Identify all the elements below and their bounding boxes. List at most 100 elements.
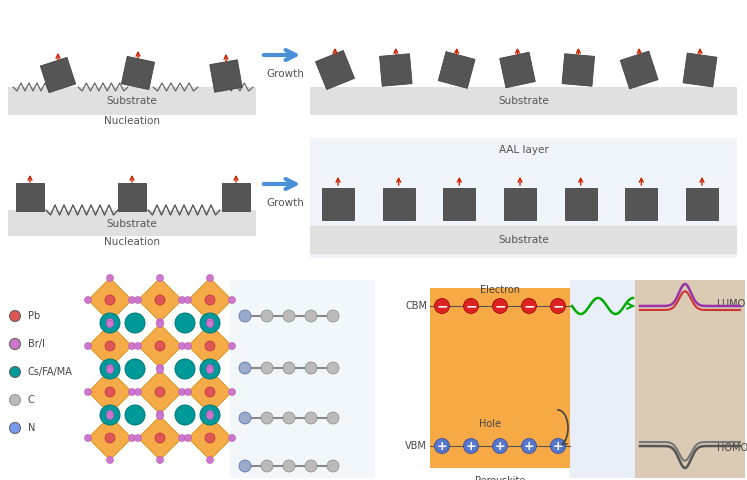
Circle shape [179,297,185,303]
Circle shape [134,343,141,349]
Circle shape [205,341,215,351]
Circle shape [100,313,120,333]
Circle shape [239,460,251,472]
Text: Growth: Growth [266,198,304,208]
Text: Substrate: Substrate [498,96,549,106]
Circle shape [492,439,507,454]
Bar [310,138,737,258]
Bar [8,87,256,115]
Circle shape [206,275,214,281]
Polygon shape [16,183,44,211]
Text: +: + [524,440,534,453]
Text: Nucleation: Nucleation [104,116,160,126]
Text: CBM: CBM [405,301,427,311]
Circle shape [157,456,164,464]
Text: VBM: VBM [405,441,427,451]
Circle shape [157,364,164,372]
Circle shape [206,364,214,372]
Circle shape [239,310,251,322]
Bar [635,280,745,478]
Circle shape [155,295,165,305]
Circle shape [84,388,91,396]
Polygon shape [138,370,182,414]
Circle shape [128,388,135,396]
Circle shape [107,321,114,327]
Polygon shape [188,370,232,414]
Polygon shape [562,54,595,86]
Circle shape [206,367,214,373]
Text: Electron: Electron [480,285,520,295]
Text: −: − [523,300,535,313]
Circle shape [105,387,115,397]
Circle shape [155,341,165,351]
Circle shape [185,297,191,303]
Polygon shape [188,324,232,368]
Polygon shape [322,188,354,220]
Circle shape [134,388,141,396]
Circle shape [200,313,220,333]
Text: Perovskite: Perovskite [475,476,525,480]
Bar [310,226,737,254]
Circle shape [107,367,114,373]
Text: Growth: Growth [266,69,304,79]
Text: Substrate: Substrate [107,219,158,229]
Circle shape [521,299,536,313]
Polygon shape [122,56,155,90]
Polygon shape [625,188,657,220]
Circle shape [128,297,135,303]
Circle shape [134,297,141,303]
Circle shape [105,433,115,443]
Circle shape [463,299,479,313]
Polygon shape [138,324,182,368]
Circle shape [134,434,141,442]
Circle shape [185,388,191,396]
Text: HOMO: HOMO [718,443,747,453]
Circle shape [179,388,185,396]
Circle shape [107,412,114,420]
Text: −: − [552,300,564,313]
Polygon shape [138,416,182,460]
Bar [310,87,737,115]
Circle shape [84,297,91,303]
Bar [430,288,570,468]
Polygon shape [683,53,717,87]
Circle shape [463,439,479,454]
Circle shape [200,359,220,379]
Circle shape [283,362,295,374]
Circle shape [205,387,215,397]
Circle shape [107,364,114,372]
Circle shape [305,362,317,374]
Polygon shape [88,416,132,460]
Circle shape [157,319,164,325]
Circle shape [206,412,214,420]
Circle shape [10,422,20,433]
Circle shape [229,388,235,396]
Circle shape [305,412,317,424]
Circle shape [435,299,450,313]
Circle shape [327,412,339,424]
Circle shape [105,341,115,351]
Polygon shape [210,60,242,92]
Circle shape [125,405,145,425]
Text: +: + [465,440,477,453]
Polygon shape [504,188,536,220]
Text: N: N [28,423,35,433]
Circle shape [84,343,91,349]
Circle shape [261,460,273,472]
Text: Pb: Pb [28,311,40,321]
Text: Nucleation: Nucleation [104,237,160,247]
Polygon shape [500,52,536,88]
Circle shape [128,434,135,442]
Circle shape [157,410,164,418]
Circle shape [327,362,339,374]
Circle shape [185,434,191,442]
Bar [8,210,256,236]
Text: Substrate: Substrate [498,235,549,245]
Text: LUMO: LUMO [718,299,746,309]
Circle shape [551,299,565,313]
Polygon shape [188,416,232,460]
Circle shape [179,434,185,442]
Circle shape [100,359,120,379]
Polygon shape [40,57,75,93]
Circle shape [492,299,507,313]
